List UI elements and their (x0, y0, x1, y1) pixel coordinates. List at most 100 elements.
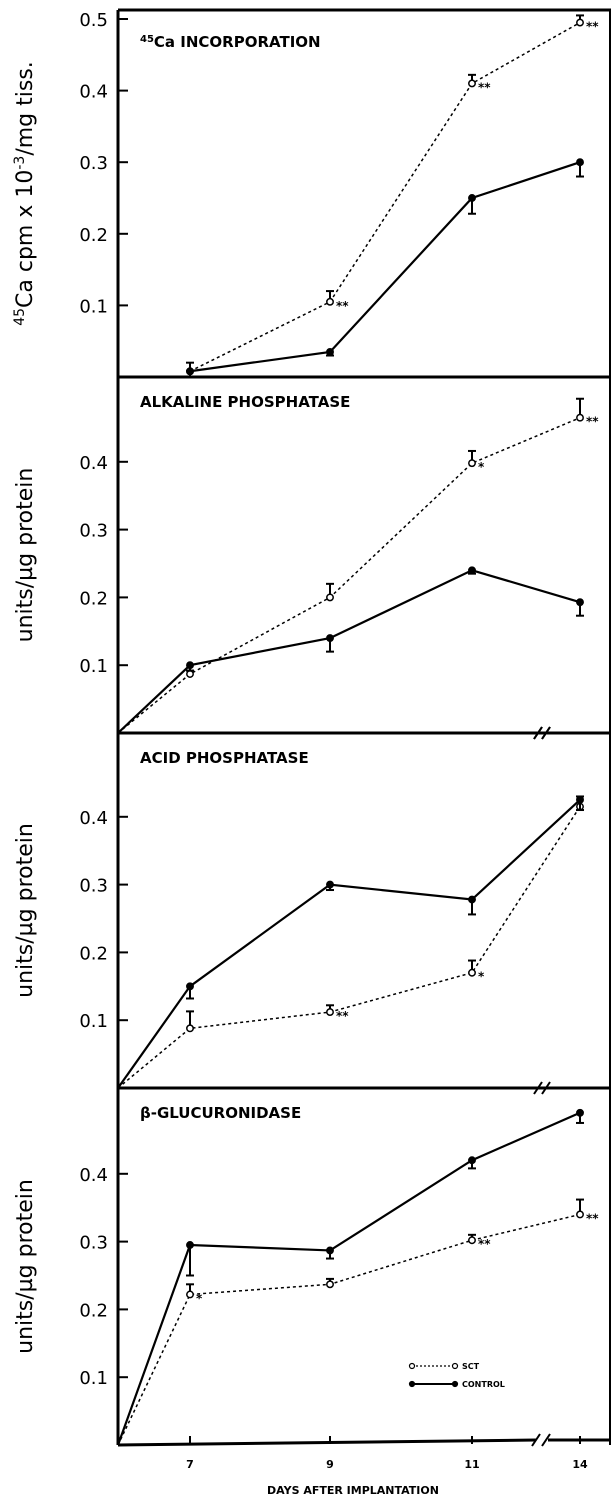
data-point-sct (326, 1280, 334, 1289)
legend-marker (451, 1380, 459, 1388)
y-tick-label: 0.3 (79, 876, 108, 897)
data-point-control (468, 1156, 476, 1165)
series-line-sct (117, 1213, 581, 1446)
panel-3: ACID PHOSPHATASE 0.1 0.2 0.3 0.4 units/µg pro… (13, 726, 611, 1089)
series-line-sct (189, 21, 581, 372)
panel-title: 45Ca INCORPORATION (140, 33, 321, 51)
data-point-control (326, 880, 334, 889)
data-point-sct (468, 1236, 476, 1245)
title-text: Ca INCORPORATION (154, 33, 321, 51)
series-line-control (189, 161, 581, 373)
data-point-sct (186, 1024, 194, 1033)
significance-marker: ** (586, 415, 599, 429)
data-point-control (186, 367, 194, 376)
significance-marker: * (478, 970, 485, 984)
significance-marker: ** (478, 80, 491, 94)
x-tick-label: 7 (186, 1458, 194, 1471)
data-point-control (326, 634, 334, 643)
legend-label-sct: SCT (462, 1362, 480, 1371)
y-axis-label: units/µg protein (13, 468, 38, 643)
panel-title: ACID PHOSPHATASE (140, 749, 309, 767)
x-axis-label: DAYS AFTER IMPLANTATION (267, 1484, 439, 1497)
y-axis-label: units/µg protein (13, 823, 38, 998)
axis-break-mark (541, 1081, 551, 1095)
significance-marker: ** (336, 299, 349, 313)
y-tick-label: 0.2 (79, 943, 108, 964)
y-tick-label: 0.3 (79, 153, 108, 174)
y-tick-label: 0.1 (79, 296, 108, 317)
data-point-sct (186, 1290, 194, 1299)
ylabel-sup: 45 (12, 308, 28, 326)
y-tick-label: 0.2 (79, 225, 108, 246)
series-line-control (117, 569, 581, 734)
legend-marker (408, 1380, 416, 1388)
axis-break-mark (531, 1433, 541, 1447)
y-tick-label: 0.2 (79, 1300, 108, 1321)
data-point-control (576, 158, 584, 167)
ylabel-part: /mg tiss. (13, 61, 38, 155)
panel-title: ALKALINE PHOSPHATASE (140, 393, 350, 411)
data-point-sct (326, 297, 334, 306)
significance-marker: ** (478, 1237, 491, 1251)
data-point-sct (576, 18, 584, 27)
x-tick-label: 11 (464, 1458, 479, 1471)
ylabel-part: Ca cpm x 10 (13, 170, 38, 308)
data-point-sct (468, 79, 476, 88)
legend-marker (451, 1362, 459, 1370)
x-tick-label: 9 (326, 1458, 334, 1471)
y-tick-label: 0.4 (79, 808, 108, 829)
axis-break-mark (541, 1433, 551, 1447)
ylabel-sup: -3 (12, 156, 28, 170)
y-tick-label: 0.3 (79, 521, 108, 542)
y-tick-label: 0.1 (79, 1368, 108, 1389)
data-point-sct (576, 413, 584, 422)
title-superscript: 45 (140, 34, 154, 45)
data-point-control (468, 194, 476, 202)
data-point-sct (326, 593, 334, 602)
panel-2: ALKALINE PHOSPHATASE 0.1 0.2 0.3 0.4 units/µg… (13, 375, 611, 740)
data-point-control (186, 982, 194, 991)
data-point-sct (468, 968, 476, 977)
y-tick-label: 0.2 (79, 588, 108, 609)
legend-group: SCT CONTROL (408, 1362, 505, 1389)
legend-marker (408, 1362, 416, 1370)
data-point-control (576, 598, 584, 607)
axis-break-mark (541, 726, 551, 740)
x-axis-line (117, 1438, 537, 1447)
axis-break-mark (533, 1081, 543, 1095)
data-point-control (468, 566, 476, 575)
axis-break-mark (533, 726, 543, 740)
y-tick-label: 0.5 (79, 10, 108, 31)
y-axis-label: units/µg protein (13, 1179, 38, 1354)
data-point-control (326, 347, 334, 356)
panel-4: β-GLUCURONIDASE 0.1 0.2 0.3 0.4 units/µg prot… (13, 1081, 611, 1446)
data-point-sct (576, 1210, 584, 1219)
data-point-control (576, 1108, 584, 1117)
y-tick-label: 0.3 (79, 1233, 108, 1254)
data-point-sct (186, 670, 194, 678)
y-tick-label: 0.1 (79, 656, 108, 677)
series-line-sct (117, 806, 581, 1089)
significance-marker: ** (586, 20, 599, 34)
data-point-control (468, 895, 476, 904)
x-axis-group: 7 9 11 14 DAYS AFTER IMPLANTATION (117, 1433, 611, 1497)
data-point-control (326, 1246, 334, 1255)
significance-marker: * (196, 1291, 203, 1305)
series-line-sct (117, 417, 581, 734)
data-point-control (576, 795, 584, 804)
data-point-control (186, 661, 194, 670)
panel-title: β-GLUCURONIDASE (140, 1104, 301, 1122)
significance-marker: ** (586, 1211, 599, 1225)
y-tick-label: 0.4 (79, 82, 108, 103)
y-axis-label: 45Ca cpm x 10-3/mg tiss. (12, 61, 38, 326)
legend-label-control: CONTROL (462, 1380, 505, 1389)
significance-marker: ** (336, 1009, 349, 1023)
x-tick-label: 14 (572, 1458, 588, 1471)
data-point-control (186, 1241, 194, 1249)
y-tick-label: 0.4 (79, 453, 108, 474)
series-line-control (117, 799, 581, 1089)
y-tick-label: 0.4 (79, 1165, 108, 1186)
data-point-sct (468, 459, 476, 468)
